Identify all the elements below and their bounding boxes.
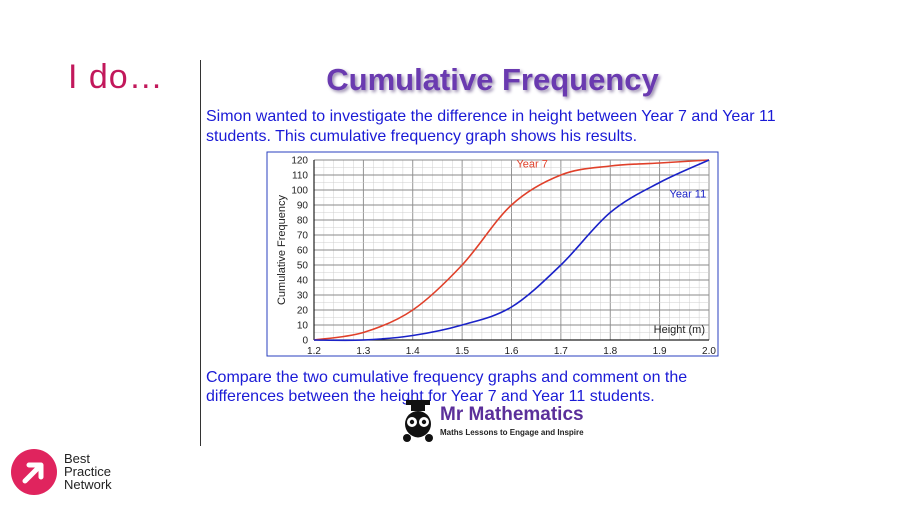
- x-tick-label: 1.4: [406, 346, 420, 357]
- y-tick-label: 40: [297, 276, 309, 287]
- x-axis-label: Height (m): [654, 324, 705, 336]
- divider-line: [200, 60, 201, 446]
- best-practice-network-logo: Best Practice Network: [10, 448, 170, 498]
- x-tick-label: 1.9: [653, 346, 667, 357]
- series-label: Year 11: [670, 189, 707, 201]
- y-tick-label: 110: [292, 171, 308, 182]
- x-tick-label: 1.7: [554, 346, 568, 357]
- arrow-circle-icon: [11, 449, 57, 495]
- y-tick-label: 10: [297, 321, 309, 332]
- x-tick-label: 1.8: [603, 346, 617, 357]
- x-tick-label: 1.2: [307, 346, 321, 357]
- chart-frame: [266, 151, 719, 357]
- network-name-line3: Network: [64, 477, 112, 492]
- y-tick-label: 30: [297, 291, 309, 302]
- series-line-year-11: [313, 159, 710, 342]
- question-text: Compare the two cumulative frequency gra…: [206, 369, 688, 405]
- y-tick-label: 50: [297, 261, 309, 272]
- x-tick-label: 2.0: [702, 346, 716, 357]
- mr-mathematics-logo-icon: [403, 400, 433, 442]
- y-tick-label: 0: [302, 336, 308, 347]
- x-tick-label: 1.5: [455, 346, 469, 357]
- brand-name: Mr Mathematics: [440, 404, 584, 425]
- series-line-year-7: [313, 159, 710, 341]
- intro-text: Simon wanted to investigate the differen…: [206, 108, 776, 145]
- series-label: Year 7: [516, 159, 547, 171]
- y-tick-label: 60: [297, 246, 309, 257]
- brand-tagline: Maths Lessons to Engage and Inspire: [440, 428, 584, 437]
- y-tick-label: 90: [297, 201, 309, 212]
- network-name-line2: Practice: [64, 464, 111, 479]
- y-axis-label: Cumulative Frequency: [276, 194, 288, 305]
- y-tick-label: 20: [297, 306, 309, 317]
- y-tick-label: 80: [297, 216, 309, 227]
- x-tick-label: 1.3: [356, 346, 370, 357]
- slide-title: Cumulative Frequency: [326, 62, 659, 97]
- mr-mathematics-brand: Mr Mathematics Maths Lessons to Engage a…: [398, 400, 658, 446]
- lesson-stage-label: I do…: [68, 58, 164, 96]
- y-tick-label: 100: [291, 186, 308, 197]
- x-tick-label: 1.6: [505, 346, 519, 357]
- y-tick-label: 70: [297, 231, 309, 242]
- network-name-line1: Best: [64, 451, 91, 466]
- y-tick-label: 120: [291, 156, 308, 167]
